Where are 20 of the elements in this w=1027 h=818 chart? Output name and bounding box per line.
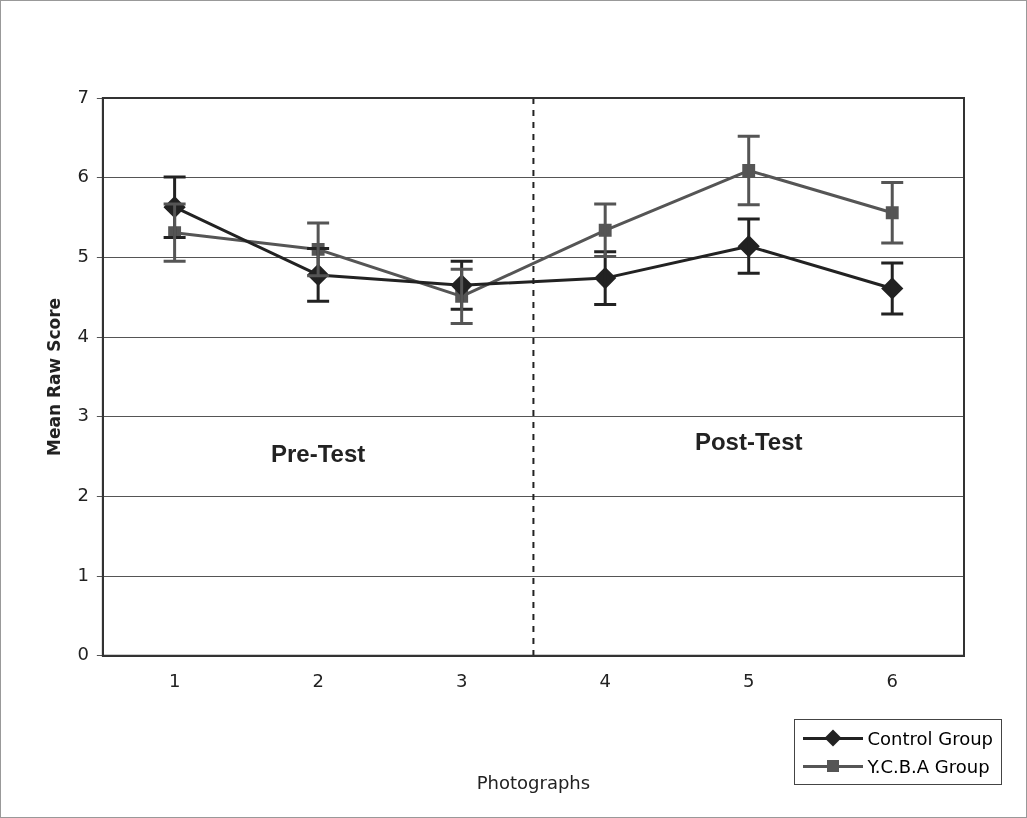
x-tick-label: 2: [312, 670, 324, 692]
x-tick-label: 4: [599, 670, 611, 692]
annotation: Pre-Test: [271, 439, 366, 467]
y-tick-label: 6: [77, 165, 89, 187]
legend-label: Y.C.B.A Group: [867, 755, 990, 777]
y-tick-label: 7: [77, 85, 89, 107]
y-axis-title: Mean Raw Score: [43, 297, 64, 456]
legend-label: Control Group: [867, 727, 993, 749]
x-tick-label: 6: [886, 670, 898, 692]
x-tick-label: 1: [168, 670, 181, 692]
y-tick-label: 4: [77, 324, 89, 346]
y-tick-label: 2: [77, 484, 89, 506]
y-tick-label: 5: [77, 245, 89, 267]
y-tick-label: 1: [77, 563, 89, 585]
y-tick-label: 0: [77, 643, 89, 665]
annotation: Post-Test: [694, 428, 803, 456]
x-axis-title: Photographs: [476, 771, 591, 793]
x-tick-label: 5: [742, 670, 755, 692]
x-tick-label: 3: [455, 670, 468, 692]
y-tick-label: 3: [77, 404, 89, 426]
